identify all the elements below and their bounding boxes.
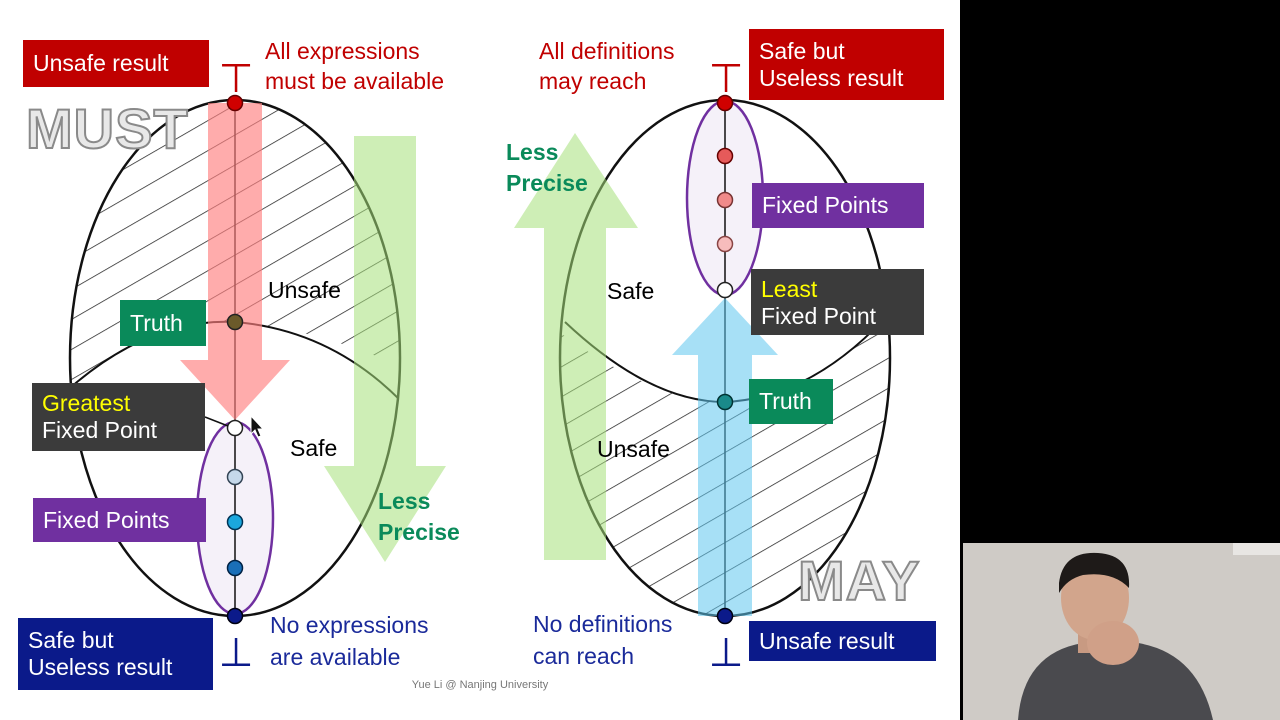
must-region-safe: Safe bbox=[290, 435, 338, 461]
cursor-icon bbox=[250, 414, 265, 438]
must-truth-box: Truth bbox=[120, 300, 206, 346]
may-bottom-symbol: ⊥ bbox=[709, 631, 744, 675]
must-top-dot bbox=[226, 94, 244, 112]
must-gfp-box: Greatest Fixed Point bbox=[32, 383, 205, 451]
may-fp-dot-1 bbox=[716, 147, 734, 165]
may-truth-box: Truth bbox=[749, 379, 833, 424]
must-top-box: Unsafe result bbox=[23, 40, 209, 87]
may-top-symbol: ⊤ bbox=[709, 57, 744, 101]
must-gfp-pointer bbox=[204, 416, 229, 427]
slide-footer: Yue Li @ Nanjing University bbox=[411, 679, 549, 691]
must-top-note: All expressions must be available bbox=[265, 38, 444, 94]
may-bottom-note: No definitions can reach bbox=[533, 611, 673, 669]
must-fp-dot-2 bbox=[226, 513, 244, 531]
may-less-precise-arrow bbox=[514, 133, 638, 560]
may-bottom-dot bbox=[716, 607, 734, 625]
may-less-precise: Less Precise bbox=[506, 139, 588, 196]
must-bottom-box: Safe but Useless result bbox=[18, 618, 213, 690]
may-top-note: All definitions may reach bbox=[539, 38, 675, 94]
may-region-unsafe: Unsafe bbox=[597, 436, 670, 462]
must-gfp-dot bbox=[226, 419, 244, 437]
may-truth-dot bbox=[716, 393, 734, 411]
may-fixed-points-box: Fixed Points bbox=[752, 183, 924, 228]
slide: ⊤ ⊥ ⊤ ⊥ MUST MAY Unsafe result All expre… bbox=[0, 0, 960, 720]
may-top-dot bbox=[716, 94, 734, 112]
symbols: ⊤ ⊥ ⊤ ⊥ bbox=[219, 57, 744, 675]
must-down-arrow bbox=[180, 103, 290, 420]
may-bottom-box: Unsafe result bbox=[749, 621, 936, 661]
may-up-arrow bbox=[672, 298, 778, 616]
may-lfp-box: Least Fixed Point bbox=[751, 269, 924, 335]
must-truth-dot bbox=[226, 313, 244, 331]
must-watermark: MUST bbox=[25, 96, 189, 161]
may-lfp-dot bbox=[716, 281, 734, 299]
may-watermark: MAY bbox=[797, 548, 921, 613]
must-bottom-symbol: ⊥ bbox=[219, 631, 254, 675]
must-less-precise: Less Precise bbox=[378, 488, 460, 545]
must-fp-dot-1 bbox=[226, 468, 244, 486]
must-region-unsafe: Unsafe bbox=[268, 277, 341, 303]
must-fixed-points-box: Fixed Points bbox=[33, 498, 206, 542]
may-region-safe: Safe bbox=[607, 278, 655, 304]
may-top-box: Safe but Useless result bbox=[749, 29, 944, 100]
must-top-symbol: ⊤ bbox=[219, 57, 254, 101]
must-bottom-dot bbox=[226, 607, 244, 625]
may-fp-dot-3 bbox=[716, 235, 734, 253]
may-fp-dot-2 bbox=[716, 191, 734, 209]
must-less-precise-arrow bbox=[324, 136, 446, 562]
presenter-webcam bbox=[963, 543, 1280, 720]
must-fp-dot-3 bbox=[226, 559, 244, 577]
must-bottom-note: No expressions are available bbox=[270, 612, 429, 670]
